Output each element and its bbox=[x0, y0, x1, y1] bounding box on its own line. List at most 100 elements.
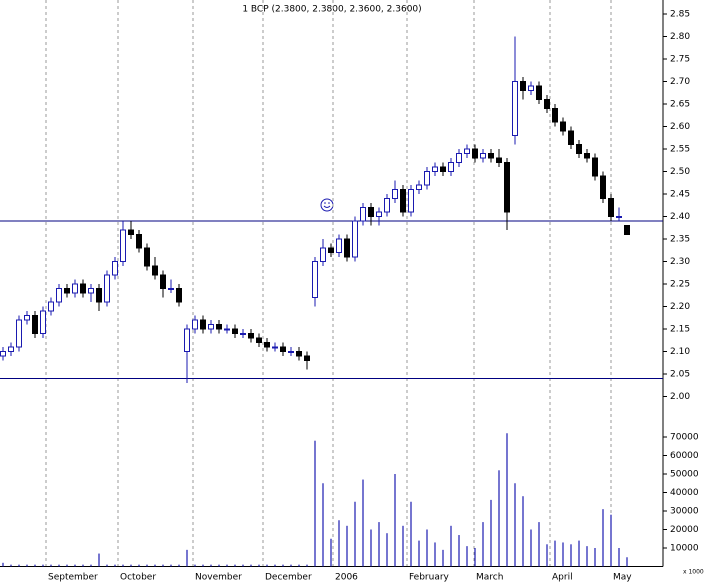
volume-tick-label: 10000 bbox=[670, 544, 699, 554]
candle-body bbox=[136, 234, 142, 249]
candle-body bbox=[504, 162, 510, 213]
candle-body bbox=[424, 171, 430, 186]
x-tick-label: February bbox=[409, 573, 450, 582]
candle-body bbox=[528, 85, 534, 91]
annotation-smiley bbox=[320, 198, 334, 212]
candle-body bbox=[56, 288, 62, 303]
candle-body bbox=[264, 342, 270, 348]
candle-body bbox=[368, 207, 374, 217]
y-tick-label: 2.15 bbox=[670, 325, 690, 335]
candle-body bbox=[336, 238, 342, 253]
y-tick-label: 2.45 bbox=[670, 190, 690, 200]
candle-body bbox=[312, 261, 318, 298]
candle-body bbox=[432, 166, 438, 172]
candle-body bbox=[472, 148, 478, 159]
candle-body bbox=[568, 130, 574, 145]
y-tick-label: 2.75 bbox=[670, 55, 690, 65]
candle-body bbox=[104, 274, 110, 303]
candle-body bbox=[112, 261, 118, 276]
candle-body bbox=[96, 288, 102, 303]
candle-body bbox=[152, 265, 158, 276]
candle-body bbox=[616, 216, 622, 218]
candle-body bbox=[40, 310, 46, 334]
candle-body bbox=[256, 337, 262, 343]
x-tick-label: March bbox=[476, 573, 503, 582]
candle-body bbox=[48, 301, 54, 312]
y-tick-label: 2.80 bbox=[670, 32, 690, 42]
candle-body bbox=[72, 283, 78, 294]
candle-body bbox=[232, 328, 238, 334]
y-tick-label: 2.70 bbox=[670, 77, 690, 87]
candle-body bbox=[16, 319, 22, 348]
candle-body bbox=[288, 351, 294, 353]
y-tick-label: 2.20 bbox=[670, 302, 690, 312]
candle-body bbox=[200, 319, 206, 330]
candle-body bbox=[552, 108, 558, 123]
x-tick-label: October bbox=[120, 573, 156, 582]
candle-body bbox=[600, 175, 606, 199]
candle-body bbox=[160, 274, 166, 289]
candle-body bbox=[360, 207, 366, 222]
candle-body bbox=[448, 162, 454, 172]
y-tick-label: 2.30 bbox=[670, 257, 690, 267]
candle-body bbox=[624, 225, 630, 235]
candle-body bbox=[64, 288, 70, 294]
candle-body bbox=[584, 153, 590, 159]
volume-tick-label: 40000 bbox=[670, 488, 699, 498]
candle-body bbox=[536, 85, 542, 100]
x-tick-label: November bbox=[195, 573, 242, 582]
y-tick-label: 2.05 bbox=[670, 370, 690, 380]
y-tick-label: 2.25 bbox=[670, 280, 690, 290]
candle-body bbox=[120, 229, 126, 262]
candle-body bbox=[480, 153, 486, 159]
x-tick-label: September bbox=[48, 573, 98, 582]
candle-body bbox=[592, 157, 598, 177]
candle-body bbox=[248, 333, 254, 339]
y-tick-label: 2.40 bbox=[670, 212, 690, 222]
volume-tick-label: 50000 bbox=[670, 470, 699, 480]
y-tick-label: 2.10 bbox=[670, 347, 690, 357]
y-tick-label: 2.50 bbox=[670, 167, 690, 177]
candle-body bbox=[416, 184, 422, 190]
candle-body bbox=[488, 153, 494, 159]
candle-body bbox=[80, 283, 86, 294]
candle-body bbox=[440, 166, 446, 172]
candle-body bbox=[608, 198, 614, 217]
candle-body bbox=[560, 121, 566, 132]
candle-body bbox=[224, 328, 230, 331]
candle-body bbox=[512, 81, 518, 136]
candle-body bbox=[576, 144, 582, 154]
candle-body bbox=[208, 324, 214, 330]
candle-body bbox=[8, 346, 14, 352]
volume-tick-label: 30000 bbox=[670, 507, 699, 517]
candle-body bbox=[400, 189, 406, 213]
candle-body bbox=[352, 220, 358, 258]
candle-body bbox=[240, 333, 246, 335]
volume-tick-label: 20000 bbox=[670, 525, 699, 535]
candle-body bbox=[280, 346, 286, 352]
candle-body bbox=[0, 351, 6, 357]
y-tick-label: 2.85 bbox=[670, 10, 690, 20]
candle-body bbox=[344, 238, 350, 258]
candle-body bbox=[24, 315, 30, 321]
candle-body bbox=[456, 153, 462, 163]
y-tick-label: 2.55 bbox=[670, 145, 690, 155]
candle-body bbox=[376, 211, 382, 217]
candle-body bbox=[520, 81, 526, 91]
candle-body bbox=[216, 324, 222, 330]
x-tick-label: December bbox=[265, 573, 312, 582]
candle-body bbox=[464, 148, 470, 154]
candle-body bbox=[88, 288, 94, 294]
candle-body bbox=[296, 351, 302, 357]
y-tick-label: 2.00 bbox=[670, 392, 690, 402]
y-tick-label: 2.35 bbox=[670, 235, 690, 245]
candle-body bbox=[168, 288, 174, 290]
x-tick-label: 2006 bbox=[335, 573, 358, 582]
candle-body bbox=[544, 99, 550, 109]
candle-body bbox=[384, 198, 390, 213]
candle-body bbox=[192, 319, 198, 330]
y-tick-label: 2.60 bbox=[670, 122, 690, 132]
candle-body bbox=[144, 247, 150, 267]
chart-title: 1 BCP (2.3800, 2.3800, 2.3600, 2.3600) bbox=[242, 5, 421, 15]
